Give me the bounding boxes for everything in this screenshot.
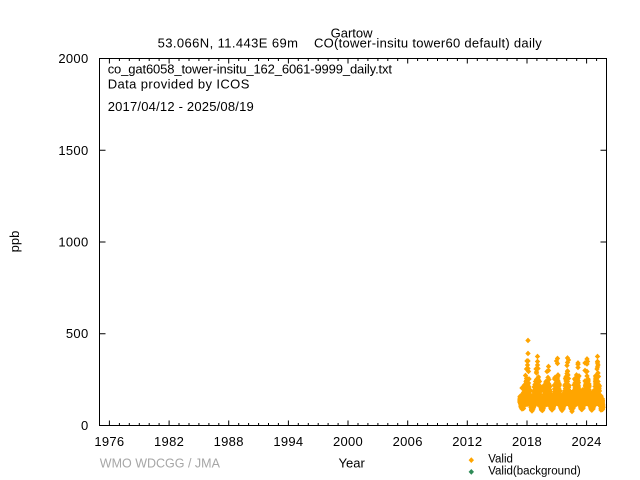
svg-text:1000: 1000 — [58, 235, 88, 250]
svg-text:Data provided by ICOS: Data provided by ICOS — [108, 76, 250, 91]
svg-text:WMO WDCGG / JMA: WMO WDCGG / JMA — [100, 457, 221, 471]
svg-text:2000: 2000 — [333, 434, 363, 449]
svg-text:co_gat6058_tower-insitu_162_60: co_gat6058_tower-insitu_162_6061-9999_da… — [108, 62, 393, 77]
svg-text:53.066N, 11.443E 69m: 53.066N, 11.443E 69m — [158, 35, 299, 50]
svg-text:2018: 2018 — [512, 434, 542, 449]
svg-text:2012: 2012 — [452, 434, 482, 449]
svg-text:ppb: ppb — [7, 231, 22, 253]
svg-text:2006: 2006 — [393, 434, 423, 449]
svg-text:Gartow: Gartow — [331, 25, 374, 40]
svg-text:CO(tower-insitu tower60 defaul: CO(tower-insitu tower60 default) daily — [314, 35, 542, 50]
svg-text:1976: 1976 — [94, 434, 124, 449]
svg-text:2000: 2000 — [58, 51, 88, 66]
svg-text:1982: 1982 — [154, 434, 184, 449]
svg-text:Valid: Valid — [488, 454, 513, 466]
svg-text:0: 0 — [81, 418, 89, 433]
svg-text:1988: 1988 — [214, 434, 244, 449]
svg-text:Year: Year — [339, 456, 366, 471]
svg-text:2017/04/12 - 2025/08/19: 2017/04/12 - 2025/08/19 — [108, 99, 254, 114]
svg-text:2024: 2024 — [572, 434, 602, 449]
svg-text:500: 500 — [66, 326, 89, 341]
svg-text:Valid(background): Valid(background) — [488, 466, 581, 478]
svg-text:1994: 1994 — [273, 434, 303, 449]
svg-text:1500: 1500 — [58, 143, 88, 158]
